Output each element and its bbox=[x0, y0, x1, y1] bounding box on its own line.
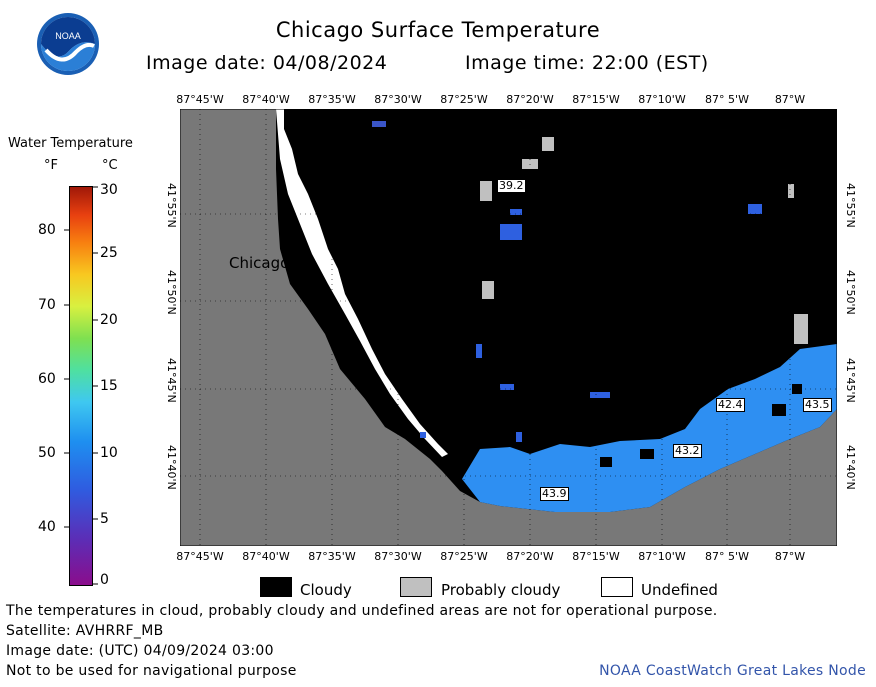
probably-cloudy-label: Probably cloudy bbox=[441, 581, 561, 599]
probably-cloudy-patch bbox=[480, 181, 492, 201]
cloud-block bbox=[772, 404, 786, 416]
temperature-map bbox=[180, 109, 837, 546]
lon-label-bottom: 87°45'W bbox=[176, 550, 224, 563]
lon-label-bottom: 87°40'W bbox=[242, 550, 290, 563]
lat-label-right: 41°40'N bbox=[844, 445, 857, 490]
lon-label-top: 87°20'W bbox=[506, 93, 554, 106]
cloud-cover bbox=[276, 109, 837, 512]
legend-tick-marks bbox=[64, 186, 98, 585]
temp-callout: 43.5 bbox=[803, 398, 832, 412]
c-tick: 30 bbox=[100, 182, 118, 198]
cloud-block bbox=[640, 449, 654, 459]
lat-label-left: 41°50'N bbox=[165, 270, 178, 315]
noaa-logo: NOAA bbox=[36, 12, 100, 76]
water-speck bbox=[590, 392, 610, 398]
water-speck bbox=[372, 121, 386, 127]
water-speck bbox=[476, 344, 482, 358]
probably-cloudy-patch bbox=[482, 281, 494, 299]
cloud-block bbox=[600, 457, 612, 467]
city-label: Chicago bbox=[229, 254, 290, 272]
cloudy-label: Cloudy bbox=[300, 581, 352, 599]
f-tick: 50 bbox=[38, 445, 56, 461]
color-scale-bar bbox=[69, 186, 93, 586]
noaa-logo-icon: NOAA bbox=[37, 13, 99, 75]
f-tick: 60 bbox=[38, 371, 56, 387]
temp-callout: 39.2 bbox=[497, 179, 526, 193]
lat-label-right: 41°45'N bbox=[844, 358, 857, 403]
lon-label-top: 87° 5'W bbox=[705, 93, 749, 106]
lon-label-top: 87°25'W bbox=[440, 93, 488, 106]
f-tick: 40 bbox=[38, 519, 56, 535]
water-speck bbox=[516, 432, 522, 442]
chicago-marker bbox=[297, 245, 305, 253]
f-tick: 70 bbox=[38, 297, 56, 313]
lon-label-bottom: 87°25'W bbox=[440, 550, 488, 563]
f-tick: 80 bbox=[38, 222, 56, 238]
cloudy-swatch bbox=[260, 577, 292, 597]
water-speck bbox=[500, 224, 522, 240]
temp-callout: 43.2 bbox=[673, 444, 702, 458]
c-tick: 5 bbox=[100, 511, 109, 527]
page-title: Chicago Surface Temperature bbox=[275, 18, 601, 42]
svg-text:NOAA: NOAA bbox=[55, 31, 81, 41]
lon-label-top: 87°40'W bbox=[242, 93, 290, 106]
lon-label-bottom: 87°20'W bbox=[506, 550, 554, 563]
water-area bbox=[462, 344, 837, 512]
probably-cloudy-patch bbox=[542, 137, 554, 151]
lat-label-left: 41°45'N bbox=[165, 358, 178, 403]
c-tick: 25 bbox=[100, 245, 118, 261]
c-tick: 10 bbox=[100, 445, 118, 461]
lat-label-left: 41°55'N bbox=[165, 183, 178, 228]
c-tick: 0 bbox=[100, 572, 109, 588]
lon-label-top: 87°15'W bbox=[572, 93, 620, 106]
lon-label-top: 87°30'W bbox=[374, 93, 422, 106]
temp-callout: 42.4 bbox=[716, 398, 745, 412]
lon-label-top: 87°10'W bbox=[638, 93, 686, 106]
legend-title: Water Temperature bbox=[8, 136, 133, 151]
satellite-text: Satellite: AVHRRF_MB bbox=[6, 623, 164, 639]
c-tick: 20 bbox=[100, 312, 118, 328]
lon-label-bottom: 87°10'W bbox=[638, 550, 686, 563]
cloud-block bbox=[792, 384, 802, 394]
credit-link[interactable]: NOAA CoastWatch Great Lakes Node bbox=[599, 663, 866, 679]
probably-cloudy-patch bbox=[788, 184, 794, 198]
probably-cloudy-patch bbox=[794, 314, 808, 344]
lon-label-bottom: 87°15'W bbox=[572, 550, 620, 563]
lon-label-bottom: 87°W bbox=[774, 550, 806, 563]
lon-label-bottom: 87° 5'W bbox=[705, 550, 749, 563]
image-date: Image date: 04/08/2024 bbox=[146, 52, 388, 74]
lon-label-bottom: 87°30'W bbox=[374, 550, 422, 563]
undefined-swatch bbox=[601, 577, 633, 597]
utc-date-text: Image date: (UTC) 04/09/2024 03:00 bbox=[6, 643, 274, 659]
disclaimer-text: The temperatures in cloud, probably clou… bbox=[6, 603, 718, 619]
lon-label-top: 87°35'W bbox=[308, 93, 356, 106]
nav-warning-text: Not to be used for navigational purpose bbox=[6, 663, 297, 679]
temp-callout: 43.9 bbox=[540, 487, 569, 501]
probably-cloudy-swatch bbox=[400, 577, 432, 597]
lon-label-top: 87°45'W bbox=[176, 93, 224, 106]
c-tick: 15 bbox=[100, 378, 118, 394]
lon-label-top: 87°W bbox=[774, 93, 806, 106]
legend-unit-f: °F bbox=[44, 158, 58, 173]
lat-label-left: 41°40'N bbox=[165, 445, 178, 490]
undefined-label: Undefined bbox=[641, 581, 718, 599]
water-speck bbox=[748, 204, 762, 214]
water-speck bbox=[420, 432, 426, 438]
lat-label-right: 41°50'N bbox=[844, 270, 857, 315]
water-speck bbox=[500, 384, 514, 390]
lat-label-right: 41°55'N bbox=[844, 183, 857, 228]
lon-label-bottom: 87°35'W bbox=[308, 550, 356, 563]
legend-unit-c: °C bbox=[102, 158, 118, 173]
water-speck bbox=[510, 209, 522, 215]
image-time: Image time: 22:00 (EST) bbox=[465, 52, 709, 74]
